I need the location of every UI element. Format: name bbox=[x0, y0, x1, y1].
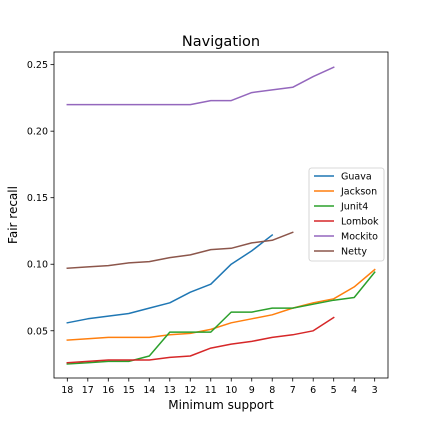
x-tick-label: 16 bbox=[102, 385, 114, 396]
x-tick-label: 3 bbox=[372, 385, 378, 396]
legend-label-jackson: Jackson bbox=[340, 187, 377, 198]
x-tick-label: 10 bbox=[225, 385, 237, 396]
x-tick-label: 8 bbox=[269, 385, 275, 396]
chart-title: Navigation bbox=[182, 34, 260, 50]
legend-label-lombok: Lombok bbox=[341, 217, 379, 228]
series-line-jackson bbox=[66, 268, 376, 341]
x-tick-label: 7 bbox=[290, 385, 296, 396]
x-tick-label: 15 bbox=[123, 385, 135, 396]
legend-label-guava: Guava bbox=[341, 172, 372, 183]
series-layer bbox=[66, 66, 376, 365]
x-tick-label: 14 bbox=[143, 385, 155, 396]
y-tick-label: 0.10 bbox=[27, 260, 48, 271]
legend-label-mockito: Mockito bbox=[341, 232, 378, 243]
x-axis: 18 17 16 15 14 13 12 11 10 9 8 7 6 5 4 3 bbox=[61, 378, 378, 396]
y-tick-label: 0.20 bbox=[27, 127, 48, 138]
legend: Guava Jackson Junit4 Lombok Mockito Netty bbox=[308, 167, 385, 262]
series-line-lombok bbox=[66, 316, 335, 364]
y-tick-label: 0.25 bbox=[27, 60, 48, 71]
series-line-junit4 bbox=[66, 271, 376, 365]
series-line-netty bbox=[66, 231, 294, 269]
plot-frame bbox=[53, 51, 389, 379]
legend-label-netty: Netty bbox=[341, 247, 367, 258]
x-axis-label: Minimum support bbox=[168, 398, 274, 412]
x-tick-label: 6 bbox=[310, 385, 316, 396]
x-tick-label: 13 bbox=[164, 385, 176, 396]
y-tick-label: 0.05 bbox=[27, 326, 48, 337]
series-line-guava bbox=[66, 233, 274, 324]
x-tick-label: 5 bbox=[331, 385, 337, 396]
x-tick-label: 17 bbox=[82, 385, 94, 396]
x-tick-label: 11 bbox=[205, 385, 217, 396]
series-line-mockito bbox=[66, 66, 335, 106]
y-tick-label: 0.15 bbox=[27, 193, 48, 204]
x-tick-label: 12 bbox=[184, 385, 196, 396]
x-tick-label: 9 bbox=[249, 385, 255, 396]
legend-label-junit4: Junit4 bbox=[340, 202, 368, 213]
x-tick-label: 18 bbox=[61, 385, 73, 396]
y-axis-label: Fair recall bbox=[6, 186, 20, 244]
y-axis: 0.05 0.10 0.15 0.20 0.25 bbox=[27, 60, 54, 337]
x-tick-label: 4 bbox=[351, 385, 357, 396]
